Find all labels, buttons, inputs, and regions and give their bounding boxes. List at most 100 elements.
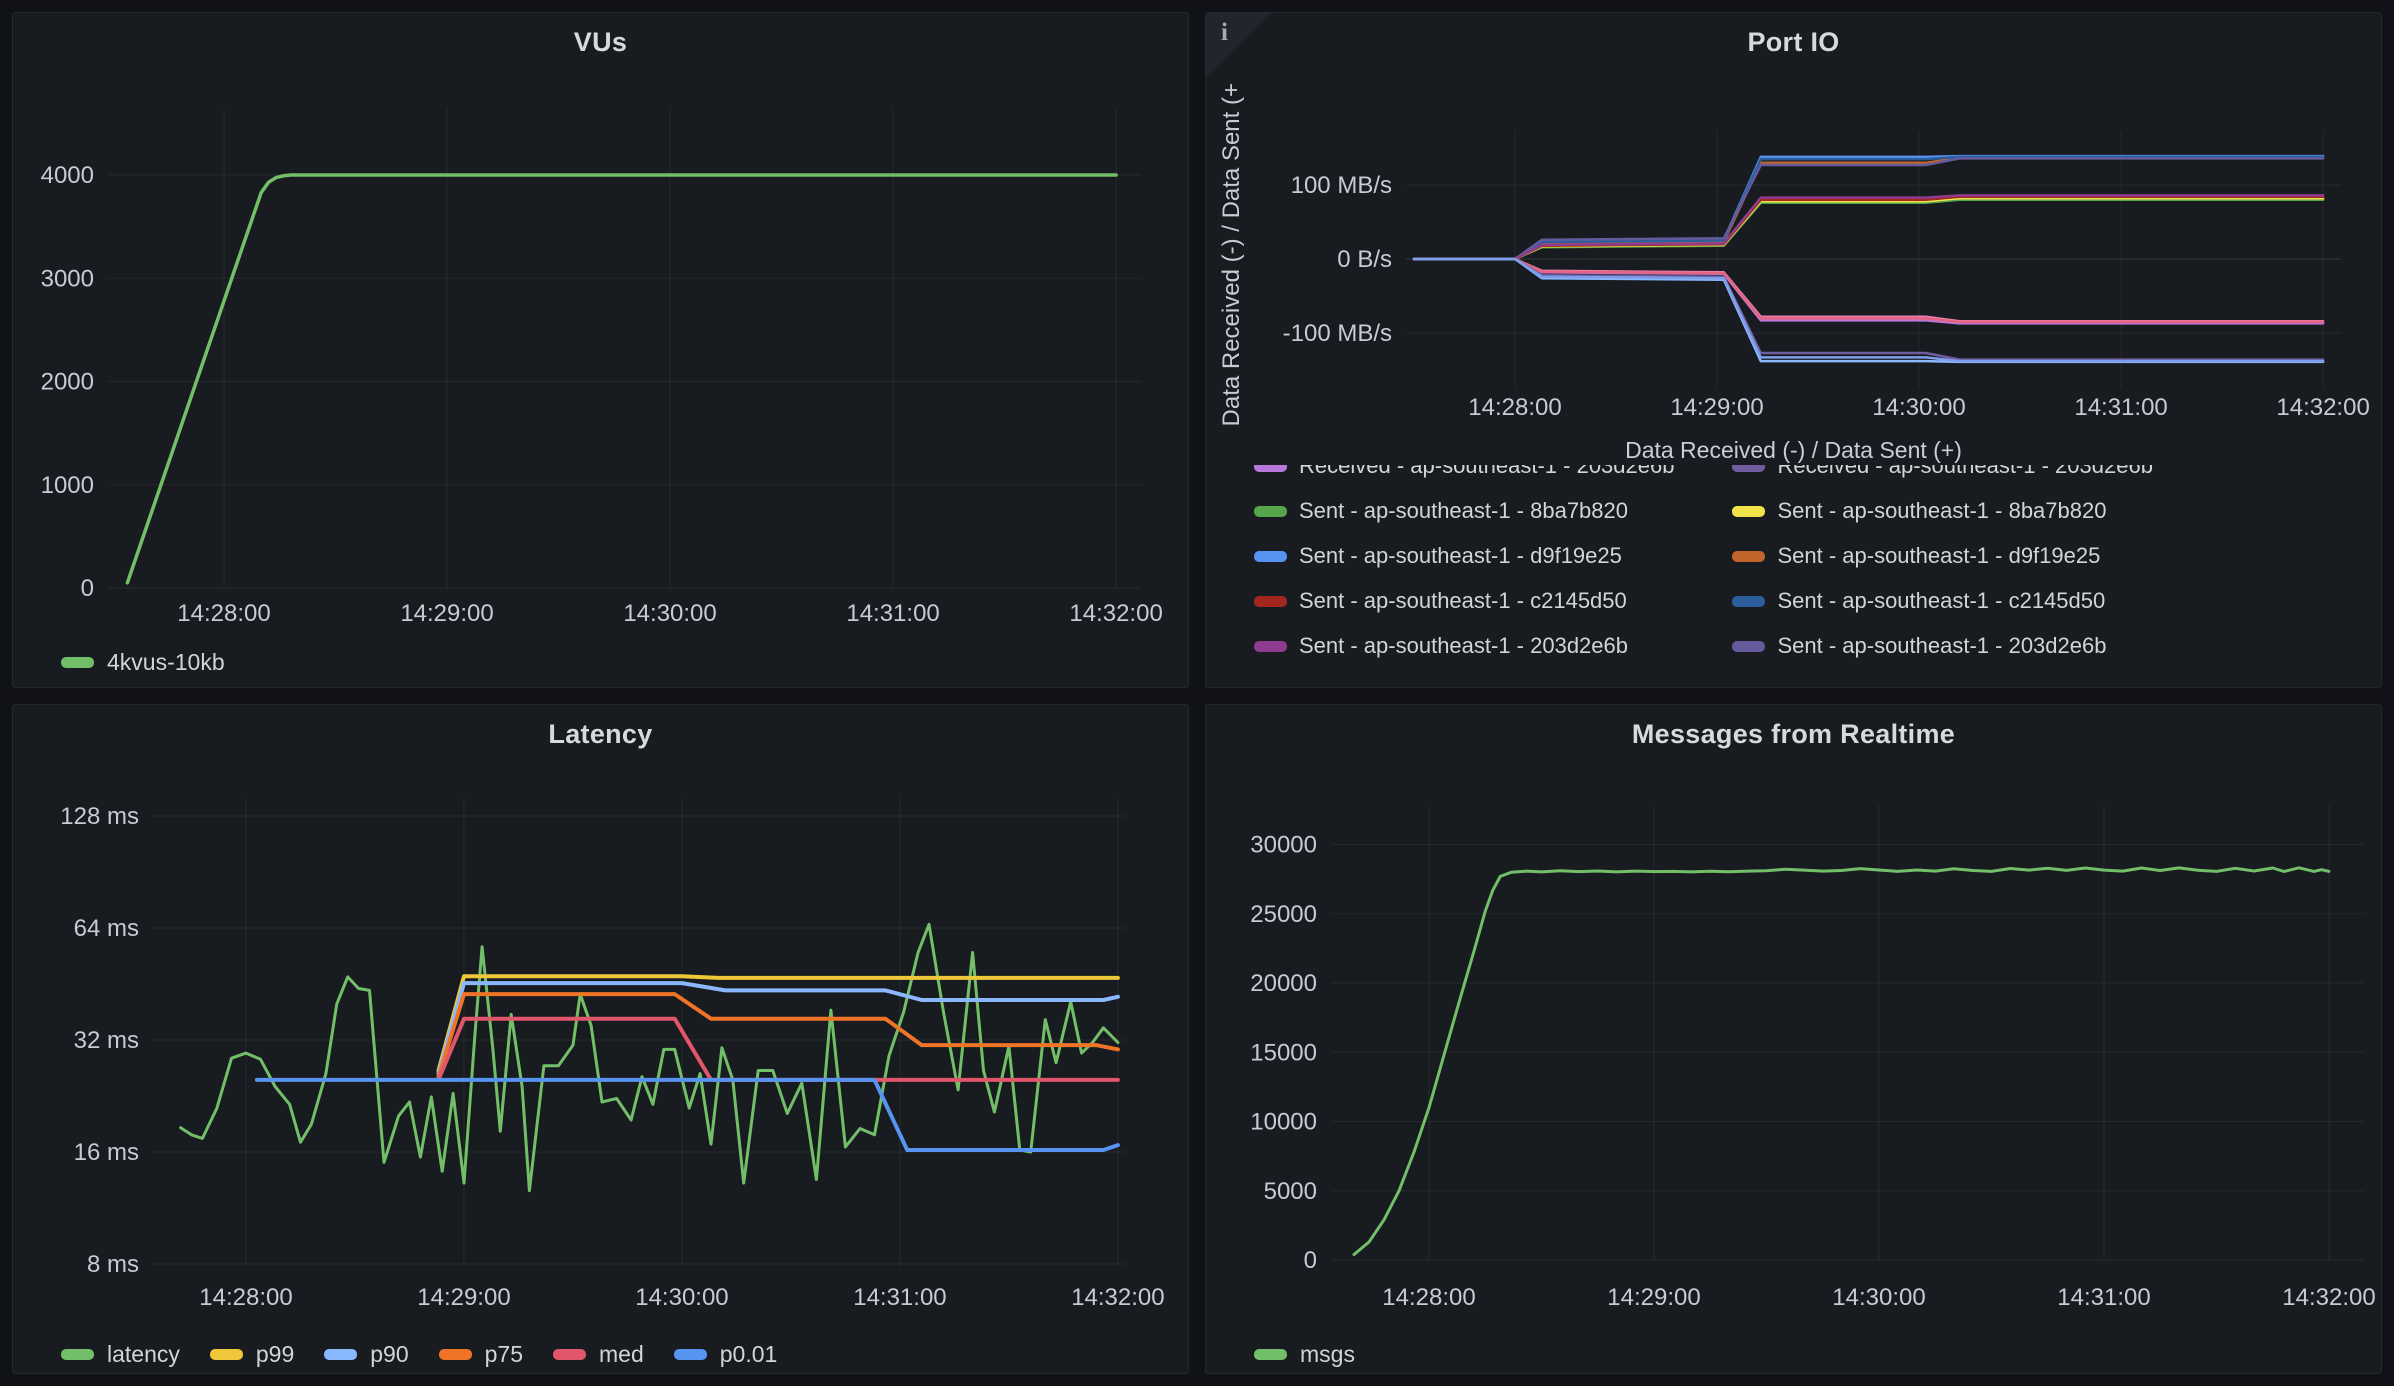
vus-legend: 4kvus-10kb: [61, 649, 225, 676]
latency-legend: latency p99 p90 p75 med p0.01: [61, 1341, 777, 1368]
legend-swatch: [674, 1349, 707, 1360]
svg-text:32 ms: 32 ms: [74, 1027, 139, 1054]
svg-text:4000: 4000: [41, 162, 94, 189]
legend-item[interactable]: Received - ap-southeast-1 - 203d2e6b: [1732, 465, 2152, 477]
svg-text:0: 0: [1304, 1247, 1317, 1274]
svg-text:14:31:00: 14:31:00: [846, 600, 939, 627]
messages-legend: msgs: [1254, 1341, 1355, 1368]
legend-item[interactable]: Sent - ap-southeast-1 - 203d2e6b: [1254, 635, 1674, 657]
svg-text:30000: 30000: [1250, 832, 1317, 859]
legend-item[interactable]: Sent - ap-southeast-1 - d9f19e25: [1254, 545, 1674, 567]
legend-item[interactable]: Sent - ap-southeast-1 - 8ba7b820: [1732, 500, 2152, 522]
svg-text:14:32:00: 14:32:00: [2282, 1284, 2375, 1311]
svg-text:0 B/s: 0 B/s: [1337, 246, 1392, 273]
legend-item[interactable]: p0.01: [674, 1341, 778, 1368]
legend-item[interactable]: p99: [210, 1341, 294, 1368]
svg-text:14:31:00: 14:31:00: [853, 1284, 946, 1311]
legend-label: med: [599, 1341, 644, 1368]
svg-text:16 ms: 16 ms: [74, 1139, 139, 1166]
legend-swatch: [1732, 596, 1765, 607]
legend-swatch: [1732, 506, 1765, 517]
legend-label: Sent - ap-southeast-1 - c2145d50: [1777, 590, 2105, 612]
svg-text:5000: 5000: [1264, 1178, 1317, 1205]
svg-text:8 ms: 8 ms: [87, 1251, 139, 1278]
legend-swatch: [1732, 465, 1765, 472]
legend-item[interactable]: med: [553, 1341, 644, 1368]
legend-item[interactable]: Sent - ap-southeast-1 - 8ba7b820: [1254, 500, 1674, 522]
svg-text:14:32:00: 14:32:00: [1071, 1284, 1164, 1311]
svg-text:14:29:00: 14:29:00: [417, 1284, 510, 1311]
svg-text:14:28:00: 14:28:00: [177, 600, 270, 627]
info-icon[interactable]: i: [1221, 19, 1228, 47]
svg-text:2000: 2000: [41, 369, 94, 396]
legend-label: Sent - ap-southeast-1 - c2145d50: [1299, 590, 1627, 612]
svg-text:14:30:00: 14:30:00: [623, 600, 716, 627]
legend-item[interactable]: Sent - ap-southeast-1 - c2145d50: [1254, 590, 1674, 612]
legend-item[interactable]: p75: [439, 1341, 523, 1368]
legend-label: Sent - ap-southeast-1 - d9f19e25: [1299, 545, 1622, 567]
panel-title-messages[interactable]: Messages from Realtime: [1206, 719, 2381, 750]
panel-info-corner: [1206, 13, 1272, 79]
legend-item[interactable]: latency: [61, 1341, 180, 1368]
port-io-legend-scroll[interactable]: Received - ap-southeast-1 - 203d2e6b Rece…: [1254, 465, 2373, 663]
port-io-y-axis-label: Data Received (-) / Data Sent (+: [1218, 83, 1246, 483]
legend-swatch: [553, 1349, 586, 1360]
svg-text:10000: 10000: [1250, 1109, 1317, 1136]
legend-label: Sent - ap-southeast-1 - 8ba7b820: [1777, 500, 2106, 522]
legend-swatch: [439, 1349, 472, 1360]
svg-text:14:30:00: 14:30:00: [635, 1284, 728, 1311]
legend-swatch: [61, 657, 94, 668]
legend-swatch: [1254, 551, 1287, 562]
svg-text:15000: 15000: [1250, 1039, 1317, 1066]
legend-item[interactable]: Sent - ap-southeast-1 - 203d2e6b: [1732, 635, 2152, 657]
svg-text:100 MB/s: 100 MB/s: [1291, 172, 1392, 199]
legend-label: p90: [370, 1341, 408, 1368]
messages-chart[interactable]: 14:28:0014:29:0014:30:0014:31:0014:32:00…: [1206, 705, 2382, 1374]
panel-vus: VUs 14:28:00 14:29:00 14:30:00 14:31:00 14:3…: [12, 12, 1189, 688]
legend-item[interactable]: p90: [324, 1341, 408, 1368]
legend-label: latency: [107, 1341, 180, 1368]
legend-label: Sent - ap-southeast-1 - 8ba7b820: [1299, 500, 1628, 522]
panel-latency: Latency 14:28:00 14:29:00 14:30:00 14:31:00…: [12, 704, 1189, 1374]
svg-text:1000: 1000: [41, 472, 94, 499]
legend-swatch: [1254, 1349, 1287, 1360]
legend-label: Received - ap-southeast-1 - 203d2e6b: [1777, 465, 2152, 477]
legend-label: msgs: [1300, 1341, 1355, 1368]
legend-item[interactable]: Received - ap-southeast-1 - 203d2e6b: [1254, 465, 1674, 477]
legend-label: 4kvus-10kb: [107, 649, 225, 676]
legend-item[interactable]: msgs: [1254, 1341, 1355, 1368]
legend-item[interactable]: Sent - ap-southeast-1 - c2145d50: [1732, 590, 2152, 612]
legend-swatch: [1732, 641, 1765, 652]
grafana-dashboard: VUs 14:28:00 14:29:00 14:30:00 14:31:00 14:3…: [0, 0, 2394, 1386]
legend-item[interactable]: 4kvus-10kb: [61, 649, 225, 676]
svg-text:20000: 20000: [1250, 970, 1317, 997]
svg-text:-100 MB/s: -100 MB/s: [1283, 320, 1392, 347]
svg-text:14:29:00: 14:29:00: [1670, 394, 1763, 421]
legend-swatch: [1732, 551, 1765, 562]
svg-text:14:32:00: 14:32:00: [1069, 600, 1162, 627]
panel-title-latency[interactable]: Latency: [13, 719, 1188, 750]
legend-label: Sent - ap-southeast-1 - 203d2e6b: [1777, 635, 2106, 657]
svg-text:14:28:00: 14:28:00: [199, 1284, 292, 1311]
svg-text:128 ms: 128 ms: [60, 803, 139, 830]
svg-text:14:29:00: 14:29:00: [1607, 1284, 1700, 1311]
panel-messages: Messages from Realtime 14:28:0014:29:001…: [1205, 704, 2382, 1374]
svg-text:14:29:00: 14:29:00: [400, 600, 493, 627]
svg-text:14:30:00: 14:30:00: [1832, 1284, 1925, 1311]
legend-swatch: [1254, 465, 1287, 472]
legend-swatch: [210, 1349, 243, 1360]
vus-chart[interactable]: 14:28:00 14:29:00 14:30:00 14:31:00 14:32:00…: [13, 13, 1189, 685]
legend-label: Sent - ap-southeast-1 - d9f19e25: [1777, 545, 2100, 567]
legend-item[interactable]: Sent - ap-southeast-1 - d9f19e25: [1732, 545, 2152, 567]
panel-title-port-io[interactable]: Port IO: [1206, 27, 2381, 58]
svg-text:0: 0: [81, 575, 94, 602]
legend-label: p75: [485, 1341, 523, 1368]
svg-text:3000: 3000: [41, 265, 94, 292]
svg-text:14:32:00: 14:32:00: [2276, 394, 2369, 421]
svg-text:64 ms: 64 ms: [74, 915, 139, 942]
panel-title-vus[interactable]: VUs: [13, 27, 1188, 58]
legend-label: p99: [256, 1341, 294, 1368]
legend-label: p0.01: [720, 1341, 778, 1368]
latency-chart[interactable]: 14:28:00 14:29:00 14:30:00 14:31:00 14:32:00…: [13, 705, 1189, 1374]
legend-swatch: [61, 1349, 94, 1360]
